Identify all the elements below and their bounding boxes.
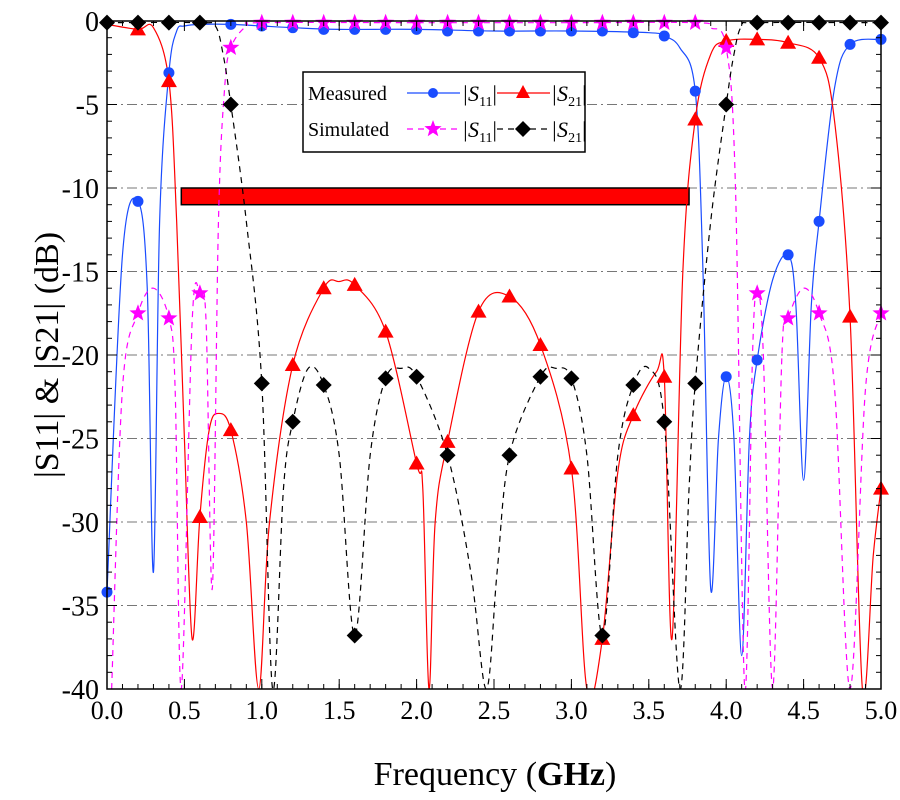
simulated-s11-point	[222, 38, 240, 55]
simulated-s11-point	[748, 284, 766, 301]
legend-diamond-marker	[515, 121, 531, 137]
y-tick-label: -20	[62, 341, 99, 372]
measured-s21-point	[284, 357, 301, 372]
measured-s21-point	[749, 31, 766, 46]
measured-s11-point	[689, 85, 701, 97]
simulated-s11-point	[717, 38, 735, 55]
y-tick-label: -15	[62, 258, 99, 289]
passband-bar	[180, 187, 690, 206]
simulated-s11-point	[191, 284, 209, 301]
measured-s21-point	[811, 49, 828, 64]
measured-s21-point	[408, 455, 425, 470]
simulated-s21-point	[408, 368, 425, 385]
simulated-s11-point	[160, 309, 178, 326]
measured-s21-point	[191, 508, 208, 523]
measured-s11-point	[132, 195, 144, 207]
simulated-s21-point	[222, 96, 239, 113]
simulated-s21-point	[563, 370, 580, 387]
measured-s21-line	[107, 23, 881, 689]
grid-lines	[107, 104, 881, 606]
measured-s21-point	[377, 323, 394, 338]
x-tick-label: 4.0	[710, 696, 743, 725]
measured-s11-point	[720, 371, 732, 383]
measured-s21-point	[842, 308, 859, 323]
measured-s21-point	[346, 276, 363, 291]
legend-triangle-marker	[516, 85, 530, 98]
measured-s11-point	[782, 249, 794, 261]
y-tick-label: -25	[62, 425, 99, 456]
simulated-s21-point	[594, 627, 611, 644]
measured-s11-point	[627, 27, 639, 39]
measured-s21-point	[780, 34, 797, 49]
simulated-s21-point	[439, 447, 456, 464]
x-tick-label: 0.0	[91, 696, 124, 725]
legend-circle-marker	[428, 88, 438, 98]
measured-s21-point	[532, 336, 549, 351]
measured-s21-point	[563, 460, 580, 475]
x-tick-label: 1.5	[323, 696, 356, 725]
measured-s21-point	[501, 288, 518, 303]
simulated-s21-point	[532, 368, 549, 385]
simulated-s21-point	[377, 370, 394, 387]
simulated-s21-point	[718, 96, 735, 113]
legend-simulated-label: Simulated	[308, 119, 389, 141]
measured-s21-point	[160, 73, 177, 88]
legend: Measured Simulated |S11| |S21| |S11| |S2…	[302, 71, 586, 153]
measured-s11-point	[658, 30, 670, 42]
measured-s21-point	[687, 111, 704, 126]
measured-s21-point	[470, 303, 487, 318]
x-tick-label: 1.0	[246, 696, 279, 725]
simulated-s21-point	[687, 375, 704, 392]
axis-ticks: 0 -5 -10 -15 -20 -25 -30 -35 -400.0 0.5 1.0 1.5 2.0 2…	[62, 7, 898, 725]
measured-s21-point	[315, 280, 332, 295]
simulated-s11-point	[129, 304, 147, 321]
y-tick-label: -40	[62, 675, 99, 706]
y-tick-label: -5	[76, 91, 99, 122]
measured-s21-point	[439, 433, 456, 448]
simulated-s21-point	[656, 413, 673, 430]
simulated-s21-point	[625, 377, 642, 394]
measured-s21-point	[222, 422, 239, 437]
measured-s11-point	[813, 215, 825, 227]
simulated-s11-line	[111, 21, 881, 689]
x-tick-label: 0.5	[168, 696, 201, 725]
simulated-s21-point	[315, 377, 332, 394]
legend-measured-label: Measured	[308, 83, 387, 105]
x-tick-label: 3.0	[555, 696, 588, 725]
x-tick-label: 3.5	[633, 696, 666, 725]
simulated-s21-point	[346, 627, 363, 644]
y-axis-title: |S11| & |S21| (dB)	[29, 232, 66, 478]
legend-star-marker	[424, 120, 442, 137]
measured-s11-point	[844, 38, 856, 50]
measured-s11-point	[751, 354, 763, 366]
x-axis-title: Frequency (GHz)	[374, 756, 617, 793]
x-tick-label: 4.5	[787, 696, 820, 725]
y-tick-label: -35	[62, 592, 99, 623]
series-curves	[107, 21, 881, 689]
measured-s11-point	[163, 67, 175, 79]
y-tick-label: -30	[62, 508, 99, 539]
measured-s11-line	[107, 23, 881, 657]
measured-s21-point	[625, 407, 642, 422]
y-tick-label: 0	[85, 7, 99, 38]
simulated-s21-point	[253, 375, 270, 392]
passband-annotation	[180, 187, 690, 206]
simulated-s21-line	[107, 21, 881, 689]
simulated-s11-point	[810, 304, 828, 321]
simulated-s21-point	[284, 413, 301, 430]
measured-s21-point	[656, 368, 673, 383]
x-tick-label: 5.0	[865, 696, 898, 725]
simulated-s21-point	[501, 447, 518, 464]
x-tick-label: 2.5	[478, 696, 511, 725]
simulated-s11-point	[779, 309, 797, 326]
y-tick-label: -10	[62, 174, 99, 205]
x-tick-label: 2.0	[400, 696, 433, 725]
